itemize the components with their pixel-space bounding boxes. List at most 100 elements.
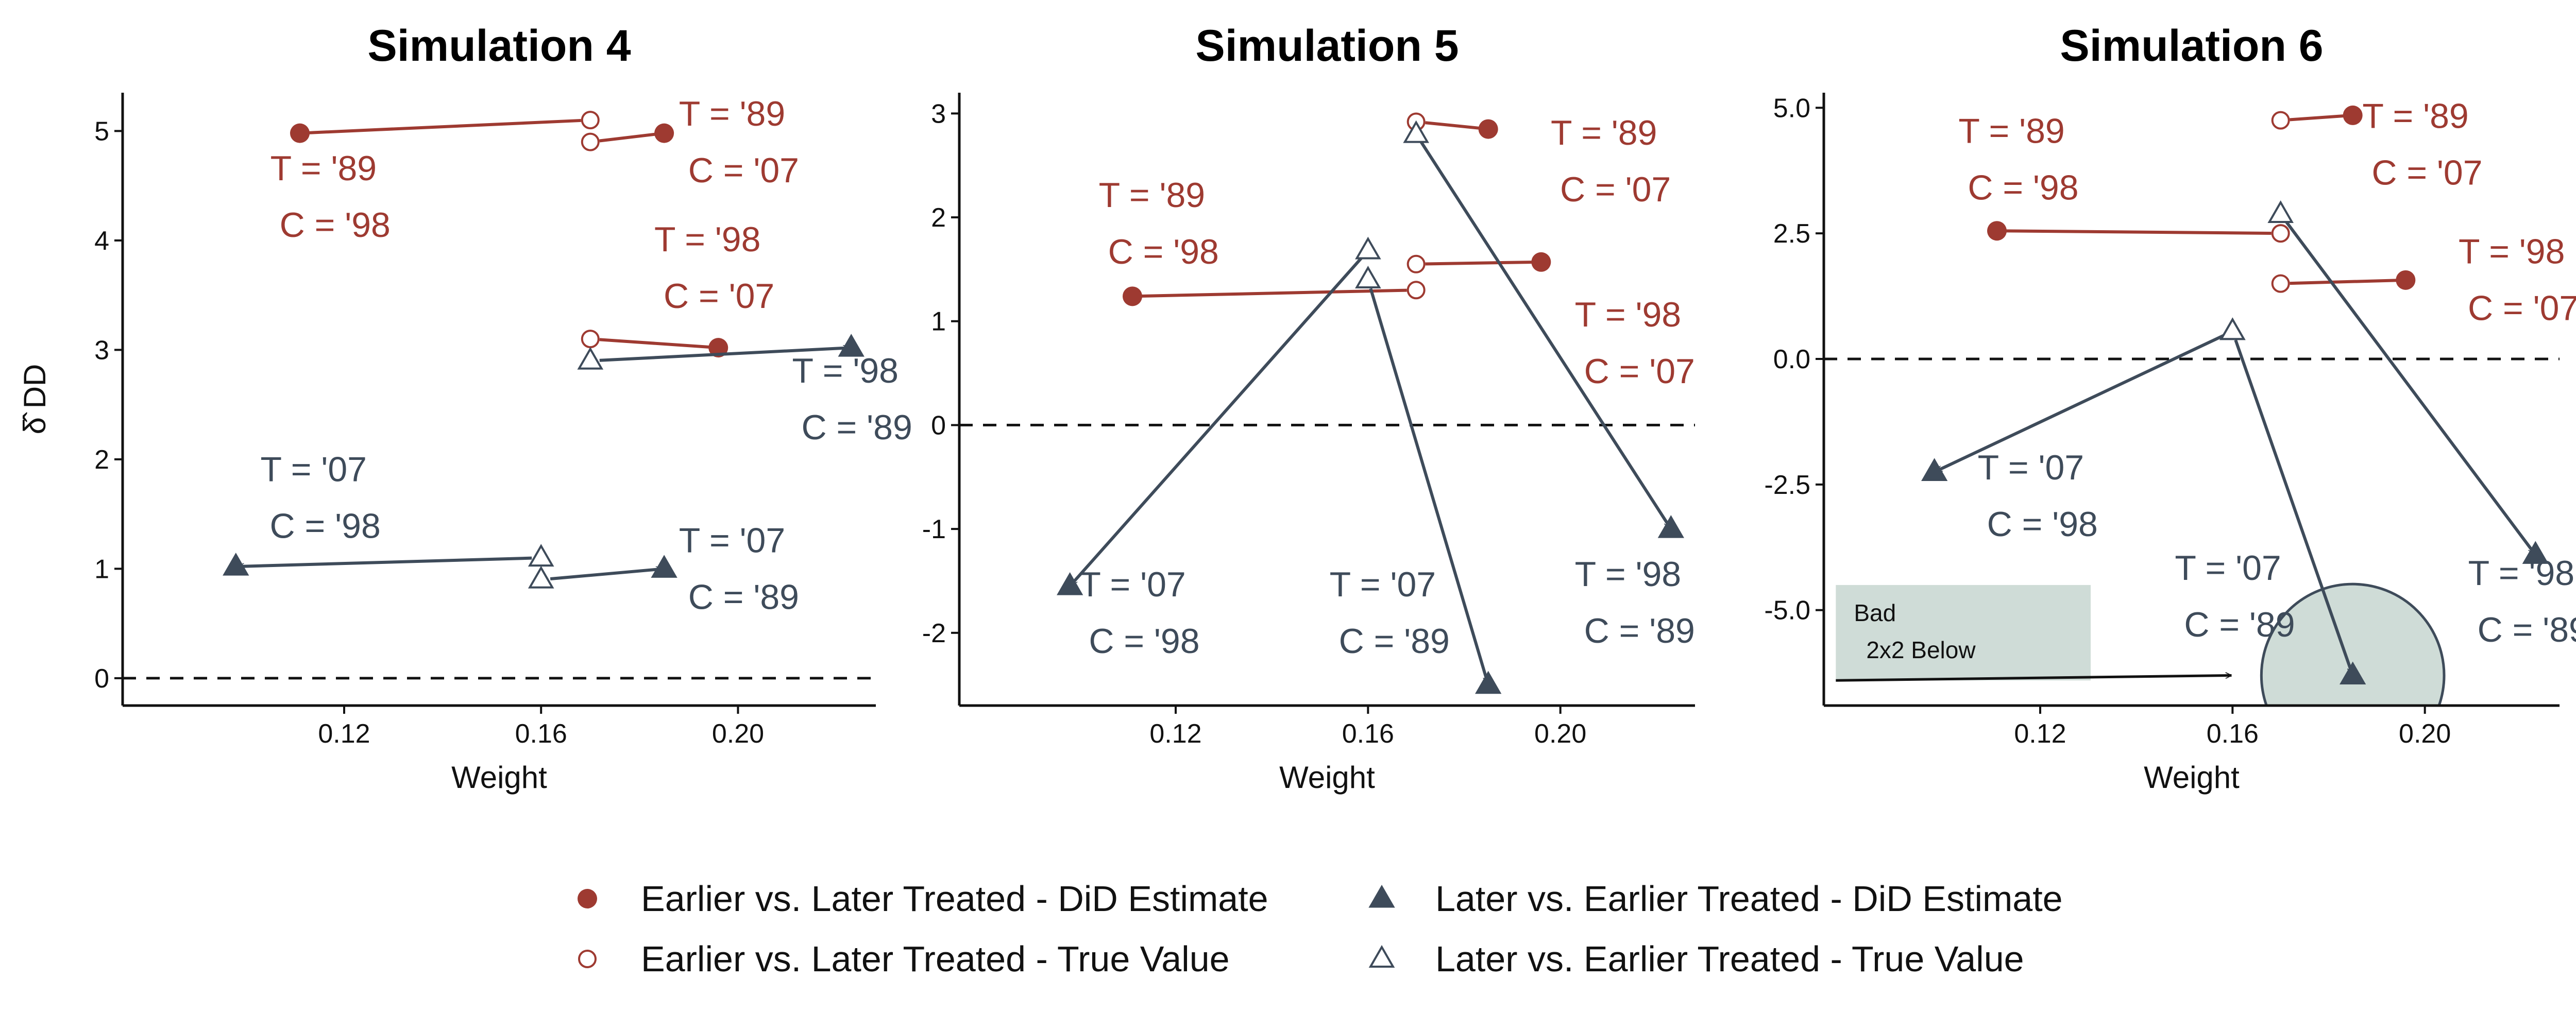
did-estimate-point bbox=[1123, 286, 1142, 306]
legend-marker bbox=[1368, 945, 1395, 968]
note-box-text: Bad bbox=[1854, 599, 1896, 626]
true-value-point bbox=[2271, 111, 2290, 130]
pair-annotation: C = '07 bbox=[2468, 289, 2576, 328]
x-tick-label: 0.16 bbox=[1342, 719, 1394, 749]
pair-annotation: C = '98 bbox=[1987, 505, 2098, 544]
later-arrow bbox=[1936, 334, 2225, 473]
did-estimate-point bbox=[1478, 119, 1498, 139]
did-estimate-point bbox=[223, 553, 249, 576]
true-value-point bbox=[1403, 120, 1429, 143]
pair-annotation: T = '89 bbox=[1551, 113, 1657, 152]
legend-label: Earlier vs. Later Treated - DiD Estimate bbox=[641, 879, 1268, 919]
y-tick-label: 2 bbox=[931, 203, 946, 233]
did-estimate-point bbox=[654, 123, 674, 143]
true-value-point bbox=[2267, 200, 2294, 223]
pair-annotation: C = '89 bbox=[802, 408, 912, 447]
panel-title: Simulation 5 bbox=[1195, 21, 1459, 71]
true-value-point bbox=[2271, 274, 2290, 293]
true-value-point bbox=[1406, 254, 1426, 273]
did-estimate-point bbox=[708, 338, 728, 358]
pair-annotation: C = '98 bbox=[270, 506, 381, 545]
panel-title: Simulation 4 bbox=[367, 21, 631, 71]
note-arrow bbox=[1836, 675, 2231, 682]
earlier-arrow bbox=[1425, 121, 1486, 129]
x-tick-label: 0.12 bbox=[318, 719, 370, 749]
true-value-point bbox=[1355, 266, 1381, 289]
y-tick-label: -2.5 bbox=[1764, 470, 1810, 500]
pair-annotation: T = '89 bbox=[679, 94, 785, 133]
x-axis-label: Weight bbox=[1279, 760, 1375, 795]
legend-marker bbox=[578, 889, 597, 908]
x-tick-label: 0.16 bbox=[2207, 719, 2259, 749]
true-value-point bbox=[2271, 224, 2290, 243]
true-value-point bbox=[1406, 281, 1426, 300]
true-value-point bbox=[2219, 317, 2246, 340]
pair-annotation: C = '98 bbox=[1108, 232, 1219, 271]
did-estimate-point bbox=[2340, 661, 2366, 685]
y-axis-label-text: δ̂ DD bbox=[18, 364, 52, 435]
true-value-point bbox=[528, 565, 554, 589]
pair-annotation: T = '07 bbox=[1079, 565, 1185, 604]
note-box-text: 2x2 Below bbox=[1866, 637, 1976, 663]
x-tick-label: 0.16 bbox=[515, 719, 567, 749]
pair-annotation: T = '98 bbox=[2459, 232, 2565, 271]
pair-annotation: T = '98 bbox=[1575, 555, 1681, 594]
pair-annotation: T = '98 bbox=[654, 220, 760, 259]
legend-item: Later vs. Earlier Treated - True Value bbox=[1368, 939, 2024, 979]
panel-3: Simulation 6 Bad 2x2 Below -5.0 -2.5 0.0 2.5 5.… bbox=[1764, 21, 2576, 795]
earlier-arrow bbox=[302, 118, 581, 133]
y-tick-label: 5 bbox=[94, 116, 109, 146]
chart-panels: Simulation 4 0 1 2 3 4 5 0.12 0.16 0.20 Weight δ̂ D… bbox=[18, 21, 2576, 795]
pair-annotation: C = '07 bbox=[2371, 153, 2482, 192]
legend-marker bbox=[1368, 885, 1395, 908]
legend-item: Earlier vs. Later Treated - DiD Estimate bbox=[578, 879, 1268, 919]
pair-annotation: T = '89 bbox=[2362, 96, 2468, 135]
pair-annotation: T = '07 bbox=[2175, 548, 2281, 588]
pair-annotation: C = '89 bbox=[1339, 622, 1450, 661]
pair-annotation: T = '89 bbox=[270, 149, 377, 188]
true-value-point bbox=[581, 132, 600, 151]
pair-annotation: T = '98 bbox=[792, 351, 899, 390]
pair-annotation: T = '07 bbox=[1978, 448, 2084, 487]
pair-annotation: C = '07 bbox=[688, 151, 799, 190]
did-estimate-point bbox=[1057, 572, 1083, 595]
pair-annotation: C = '89 bbox=[2478, 610, 2576, 649]
y-tick-label: 1 bbox=[931, 307, 946, 337]
pair-annotation: C = '07 bbox=[664, 277, 774, 316]
true-value-point bbox=[581, 111, 600, 130]
legend-label: Later vs. Earlier Treated - DiD Estimate bbox=[1435, 879, 2063, 919]
later-arrow bbox=[550, 569, 662, 581]
y-tick-label: 0.0 bbox=[1773, 345, 1810, 374]
did-estimate-point bbox=[1475, 671, 1502, 694]
y-tick-label: 2 bbox=[94, 445, 109, 475]
later-arrow bbox=[1369, 288, 1487, 683]
legend-item: Later vs. Earlier Treated - DiD Estimate bbox=[1368, 879, 2063, 919]
pair-annotation: C = '89 bbox=[1584, 611, 1695, 650]
y-tick-label: 4 bbox=[94, 226, 109, 256]
x-tick-label: 0.20 bbox=[2399, 719, 2451, 749]
pair-annotation: C = '98 bbox=[280, 205, 391, 245]
earlier-arrow bbox=[599, 133, 662, 143]
pair-annotation: T = '98 bbox=[1575, 295, 1681, 334]
x-axis-label: Weight bbox=[451, 760, 547, 795]
y-tick-label: -2 bbox=[922, 619, 946, 648]
did-estimate-point bbox=[1657, 515, 1684, 538]
y-tick-label: -1 bbox=[922, 514, 946, 544]
x-tick-label: 0.20 bbox=[1534, 719, 1586, 749]
pair-annotation: C = '07 bbox=[1584, 352, 1695, 391]
true-value-point bbox=[1355, 236, 1381, 260]
panel-title: Simulation 6 bbox=[2060, 21, 2323, 71]
y-tick-label: 2.5 bbox=[1773, 219, 1810, 249]
x-axis-label: Weight bbox=[2144, 760, 2240, 795]
true-value-point bbox=[581, 330, 600, 349]
pair-annotation: C = '89 bbox=[688, 578, 799, 617]
pair-annotation: T = '89 bbox=[1958, 112, 2064, 151]
legend-marker bbox=[578, 950, 597, 968]
note-box bbox=[1836, 585, 2091, 681]
did-estimate-point bbox=[1531, 252, 1551, 272]
pair-annotation: C = '98 bbox=[1968, 168, 2078, 208]
earlier-arrow bbox=[1134, 288, 1407, 297]
y-tick-label: 5.0 bbox=[1773, 93, 1810, 123]
y-axis-label: δ̂ DD bbox=[18, 364, 52, 435]
earlier-arrow bbox=[1999, 231, 2272, 235]
